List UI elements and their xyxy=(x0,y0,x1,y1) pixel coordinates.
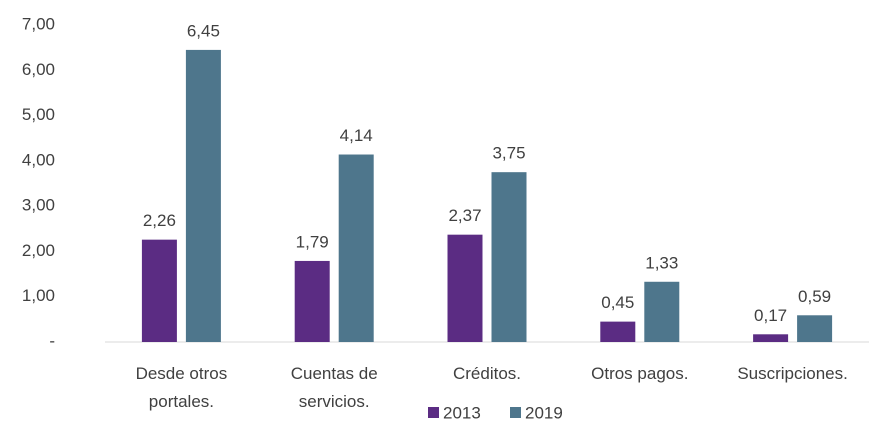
bar xyxy=(294,260,330,342)
x-tick-label: Otros pagos. xyxy=(591,364,688,383)
value-label: 6,45 xyxy=(187,21,220,40)
bar xyxy=(338,154,374,342)
bar xyxy=(185,49,221,343)
legend-label: 2019 xyxy=(525,403,563,422)
legend-swatch xyxy=(510,407,521,418)
bar xyxy=(797,315,833,342)
value-label: 1,79 xyxy=(296,232,329,251)
x-tick-label: Cuentas de servicios. xyxy=(291,364,378,411)
legend-label: 2013 xyxy=(443,403,481,422)
y-tick-label: - xyxy=(49,331,55,350)
x-tick-label: Créditos. xyxy=(453,364,521,383)
value-label: 0,45 xyxy=(601,293,634,312)
y-tick-label: 5,00 xyxy=(22,105,55,124)
bar xyxy=(491,172,527,342)
bar xyxy=(600,321,636,342)
bar xyxy=(447,234,483,342)
value-label: 3,75 xyxy=(492,144,525,163)
value-label: 0,59 xyxy=(798,287,831,306)
value-label: 0,17 xyxy=(754,306,787,325)
y-tick-label: 2,00 xyxy=(22,241,55,260)
value-label: 1,33 xyxy=(645,253,678,272)
x-tick-label: Desde otros portales. xyxy=(136,364,228,411)
bar xyxy=(141,239,177,342)
y-tick-label: 4,00 xyxy=(22,150,55,169)
y-tick-label: 6,00 xyxy=(22,60,55,79)
value-label: 2,26 xyxy=(143,211,176,230)
bar xyxy=(753,334,789,342)
y-tick-label: 7,00 xyxy=(22,14,55,33)
x-tick-label: Suscripciones. xyxy=(737,364,848,383)
value-label: 4,14 xyxy=(340,126,373,145)
y-tick-label: 3,00 xyxy=(22,196,55,215)
value-label: 2,37 xyxy=(448,206,481,225)
bar xyxy=(644,281,680,342)
y-tick-label: 1,00 xyxy=(22,286,55,305)
legend-swatch xyxy=(428,407,439,418)
